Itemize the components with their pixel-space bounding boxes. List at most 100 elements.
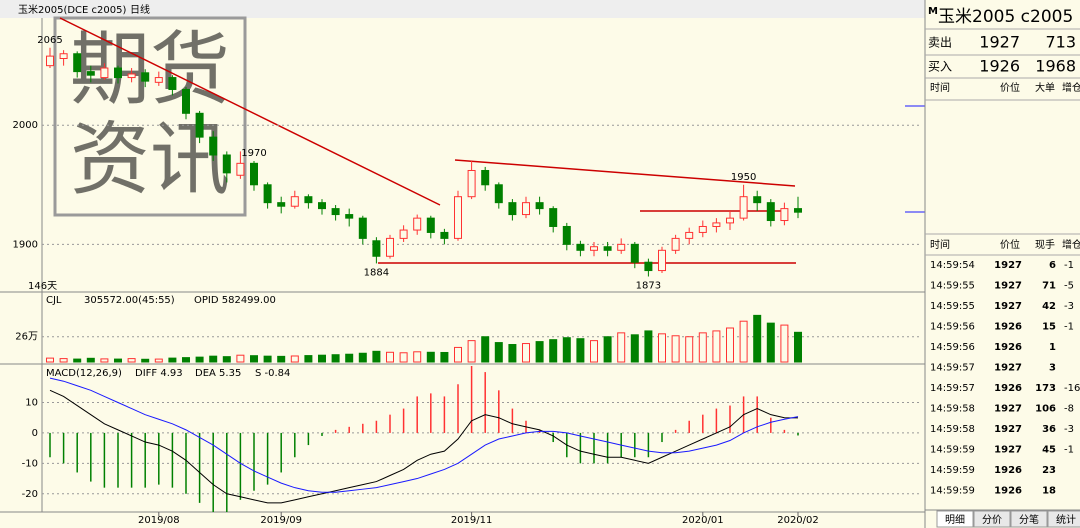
volume-bar bbox=[304, 355, 313, 363]
volume-bar bbox=[753, 314, 762, 363]
candle-body bbox=[617, 243, 626, 251]
trade-volume: 23 bbox=[1042, 465, 1056, 476]
watermark-box bbox=[53, 16, 247, 217]
tab[interactable] bbox=[936, 510, 974, 528]
volume-bar bbox=[426, 351, 435, 363]
macd-line bbox=[49, 377, 799, 493]
volume-bar bbox=[358, 352, 367, 363]
y-tick-label: -20 bbox=[22, 489, 38, 500]
trade-change: -3 bbox=[1064, 301, 1074, 312]
tab-label[interactable]: 明细 bbox=[945, 513, 965, 526]
trade-time: 14:59:56 bbox=[930, 322, 975, 333]
candle-body bbox=[603, 246, 612, 251]
tab-label[interactable]: 分价 bbox=[982, 514, 1002, 526]
quote-volume: 713 bbox=[1045, 33, 1076, 52]
y-tick-label: 26万 bbox=[15, 332, 38, 343]
trade-time: 14:59:59 bbox=[930, 445, 975, 456]
volume-bar bbox=[127, 358, 136, 363]
column-header: 价位 bbox=[1000, 81, 1020, 94]
volume-bar bbox=[726, 327, 734, 363]
volume-bar bbox=[440, 351, 449, 363]
candle-body bbox=[590, 246, 598, 251]
volume-bar bbox=[467, 340, 476, 363]
column-header: 现手 bbox=[1035, 238, 1055, 251]
trade-volume: 3 bbox=[1049, 363, 1056, 374]
candle-body bbox=[209, 136, 218, 156]
trade-change: -16 bbox=[1064, 383, 1080, 394]
candle-body bbox=[73, 53, 82, 73]
trade-price: 1926 bbox=[994, 383, 1022, 394]
trade-change: -1 bbox=[1064, 445, 1074, 456]
candle-body bbox=[508, 202, 517, 216]
candle-body bbox=[277, 202, 286, 207]
candle-body bbox=[426, 217, 435, 233]
tab-label[interactable]: 分笔 bbox=[1019, 513, 1039, 526]
trade-price: 1927 bbox=[994, 404, 1022, 415]
toolbar bbox=[0, 0, 925, 18]
macd-line bbox=[49, 389, 799, 504]
volume-bar bbox=[454, 346, 462, 363]
candle-body bbox=[794, 208, 802, 213]
candle-body bbox=[290, 196, 299, 207]
volume-bar bbox=[481, 336, 490, 363]
candle-body bbox=[304, 196, 313, 204]
volume-bar bbox=[250, 355, 258, 363]
trade-time: 14:59:56 bbox=[930, 342, 975, 353]
panel-header: DIFF 4.93 bbox=[135, 368, 183, 379]
trade-change: -8 bbox=[1064, 404, 1074, 415]
candle-body bbox=[440, 231, 449, 239]
candle-body bbox=[331, 208, 340, 216]
candle-body bbox=[630, 243, 639, 263]
symbol[interactable]: 玉米2005(DCE c2005) bbox=[18, 3, 126, 16]
volume-bar bbox=[630, 334, 639, 363]
column-header: 时间 bbox=[930, 238, 950, 251]
volume-bar bbox=[603, 336, 612, 363]
period[interactable]: 日线 bbox=[130, 3, 150, 16]
volume-bar bbox=[345, 353, 354, 363]
tab-label[interactable]: 统计 bbox=[1056, 513, 1076, 526]
candle-body bbox=[195, 112, 204, 138]
trade-volume: 15 bbox=[1042, 322, 1056, 333]
candle-body bbox=[372, 240, 381, 257]
price-annotation: 2065 bbox=[37, 35, 62, 46]
candle-body bbox=[766, 202, 775, 222]
tab[interactable] bbox=[1010, 510, 1048, 528]
trade-volume: 18 bbox=[1042, 486, 1056, 497]
volume-bar bbox=[263, 355, 272, 363]
tab[interactable] bbox=[973, 510, 1011, 528]
trade-price: 1926 bbox=[994, 342, 1022, 353]
volume-bar bbox=[277, 355, 286, 363]
volume-bar bbox=[549, 339, 558, 363]
volume-bar bbox=[182, 357, 190, 363]
candle-body bbox=[46, 55, 54, 67]
trade-time: 14:59:55 bbox=[930, 301, 975, 312]
candle-body bbox=[250, 162, 258, 186]
volume-bar bbox=[195, 356, 204, 363]
candle-body bbox=[399, 229, 408, 239]
candle-body bbox=[413, 217, 422, 231]
x-tick-label: 2019/09 bbox=[260, 515, 302, 526]
quote-price: 1927 bbox=[979, 33, 1020, 52]
trade-volume: 6 bbox=[1049, 260, 1056, 271]
trend-line bbox=[59, 17, 441, 206]
volume-bar bbox=[318, 354, 326, 363]
tab[interactable] bbox=[1047, 510, 1080, 528]
volume-bar bbox=[576, 338, 585, 363]
candle-body bbox=[549, 208, 558, 227]
watermark: 资讯 bbox=[70, 113, 230, 206]
quote-price: 1926 bbox=[979, 57, 1020, 76]
candle-body bbox=[467, 169, 476, 198]
trade-change: -1 bbox=[1064, 260, 1074, 271]
candle-body bbox=[318, 202, 326, 210]
candle-body bbox=[168, 77, 177, 90]
candle-body bbox=[127, 73, 136, 79]
volume-bar bbox=[766, 322, 775, 363]
volume-bar bbox=[73, 358, 82, 363]
candle-body bbox=[726, 217, 734, 224]
volume-bar bbox=[413, 351, 422, 363]
trade-price: 1927 bbox=[994, 363, 1022, 374]
volume-bar bbox=[372, 350, 381, 363]
y-tick-label: 1900 bbox=[13, 239, 38, 250]
candle-body bbox=[59, 53, 68, 60]
